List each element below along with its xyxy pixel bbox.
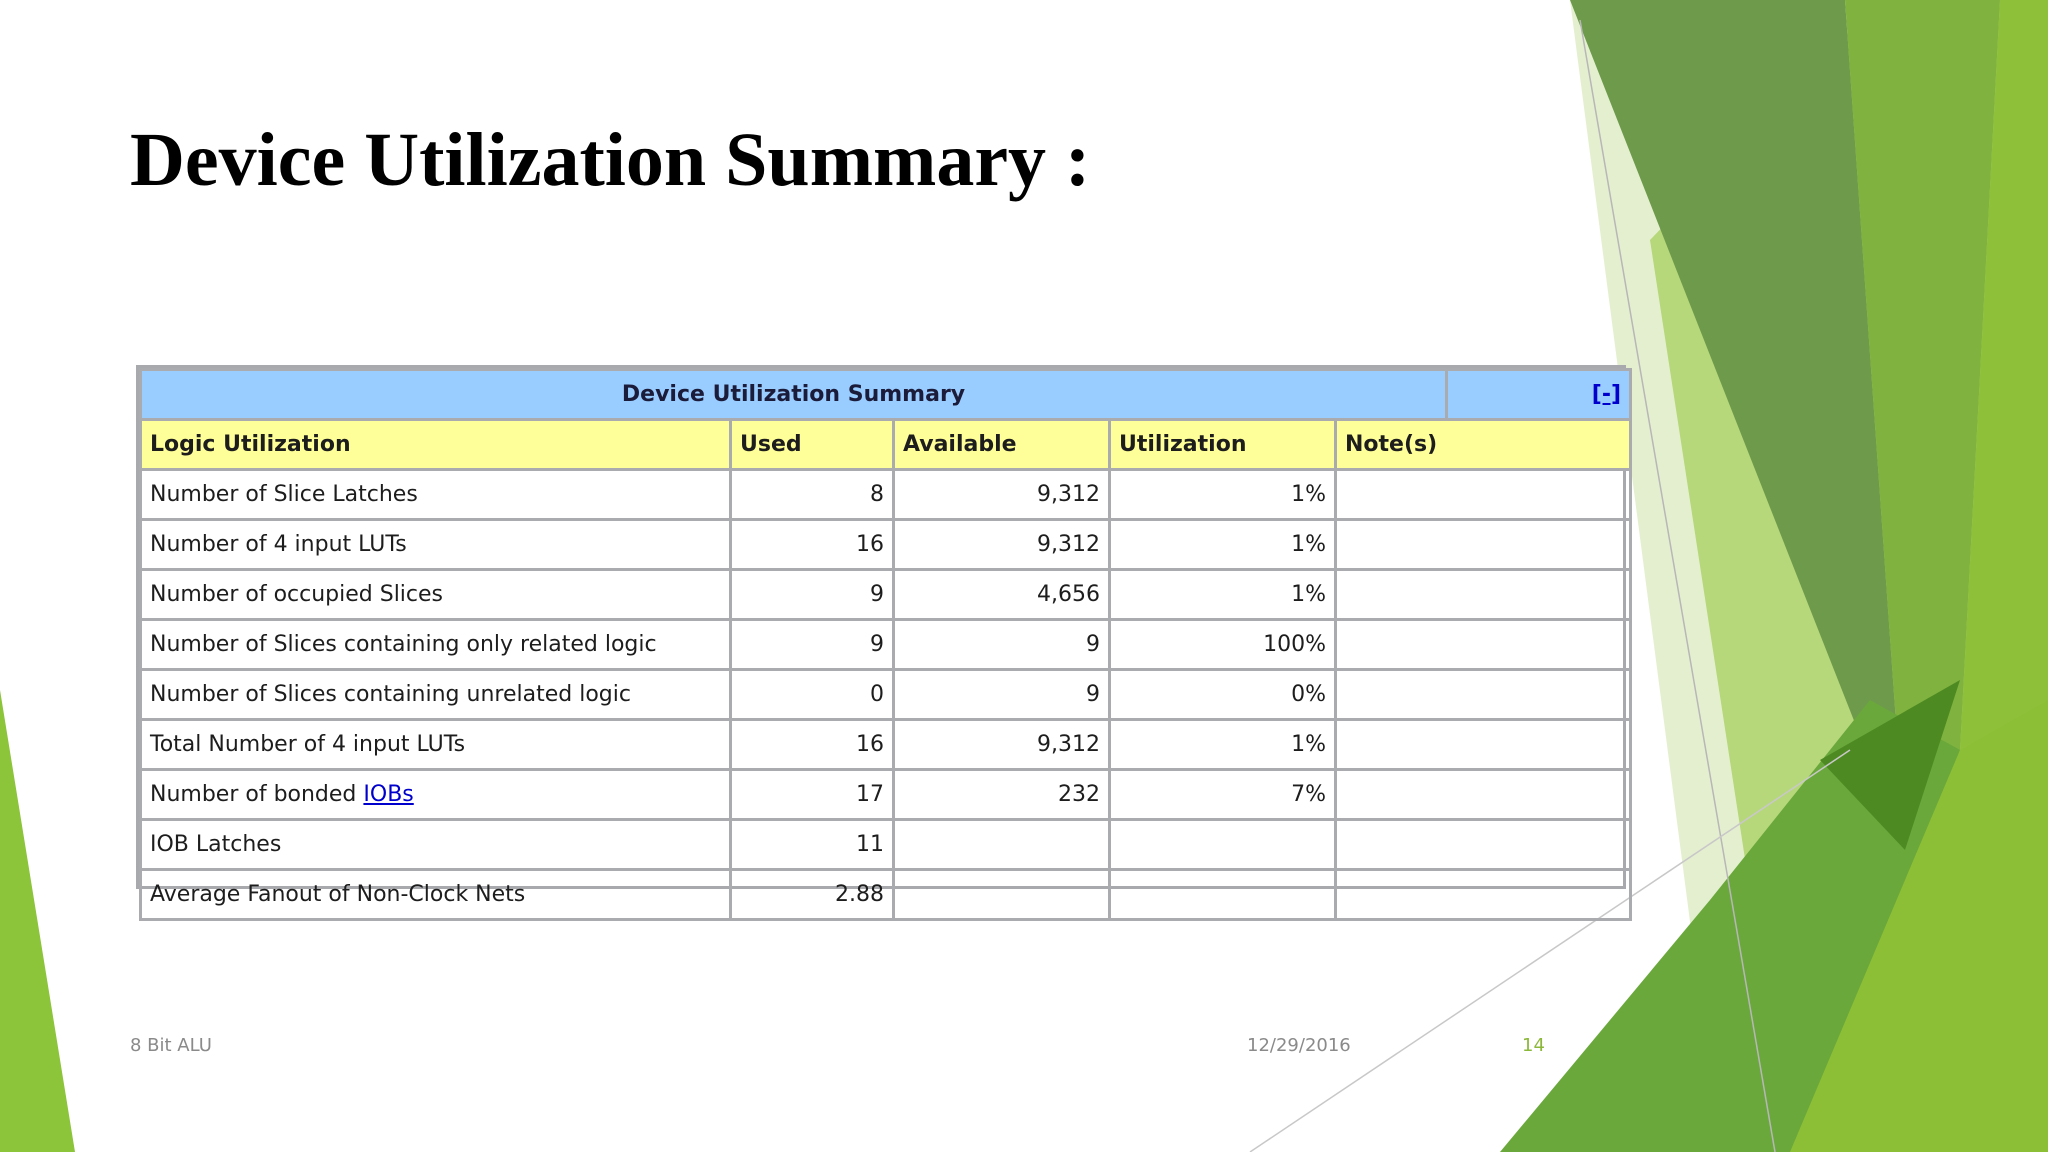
cell-notes [1333,768,1633,821]
cell-used: 2.88 [729,868,895,921]
footer-date: 12/29/2016 [1247,1035,1351,1056]
collapse-toggle-link[interactable]: [-] [1591,382,1622,407]
cell-utilization: 1% [1108,518,1337,571]
footer-label: 8 Bit ALU [130,1035,212,1056]
table-row: Number of bonded IOBs 17 232 7% [139,768,1633,821]
cell-utilization: 1% [1108,568,1337,621]
deco-shape-right-dark [1570,0,1905,850]
column-header-notes: Note(s) [1333,418,1633,471]
cell-used: 9 [729,618,895,671]
cell-used: 16 [729,718,895,771]
cell-utilization: 0% [1108,668,1337,721]
cell-notes [1333,818,1633,871]
deco-shape-left-green [0,690,75,1152]
cell-notes [1333,518,1633,571]
cell-notes [1333,868,1633,921]
table-row: Number of Slices containing unrelated lo… [139,668,1633,721]
cell-notes [1333,568,1633,621]
row-label-prefix: Number of bonded [150,782,364,807]
cell-utilization: 100% [1108,618,1337,671]
deco-shape-bottom-deep [1820,680,1960,850]
iobs-link[interactable]: IOBs [363,782,414,807]
cell-available [892,818,1111,871]
column-header-utilization: Utilization [1108,418,1337,471]
deco-line-2 [1249,749,1851,1152]
row-label: IOB Latches [139,818,732,871]
cell-available: 9,312 [892,518,1111,571]
cell-notes [1333,468,1633,521]
collapse-cell: [-] [1445,368,1633,421]
table-row: Number of Slices containing only related… [139,618,1633,671]
row-label: Number of Slices containing only related… [139,618,732,671]
table-row: IOB Latches 11 [139,818,1633,871]
deco-shape-bottom-right [1790,700,2048,1152]
cell-used: 11 [729,818,895,871]
table-row: Total Number of 4 input LUTs 16 9,312 1% [139,718,1633,771]
row-label: Number of Slice Latches [139,468,732,521]
cell-available [892,868,1111,921]
cell-used: 16 [729,518,895,571]
cell-used: 9 [729,568,895,621]
row-label: Number of Slices containing unrelated lo… [139,668,732,721]
cell-available: 9,312 [892,468,1111,521]
cell-notes [1333,668,1633,721]
device-utilization-table: Device Utilization Summary [-] Logic Uti… [138,368,1633,921]
cell-notes [1333,618,1633,671]
cell-utilization [1108,818,1337,871]
deco-line-1 [1579,19,1776,1152]
column-header-logic-utilization: Logic Utilization [139,418,732,471]
column-header-used: Used [729,418,895,471]
cell-available: 9 [892,618,1111,671]
table-row: Number of 4 input LUTs 16 9,312 1% [139,518,1633,571]
slide-number: 14 [1522,1035,1545,1056]
cell-available: 9 [892,668,1111,721]
table-row: Number of Slice Latches 8 9,312 1% [139,468,1633,521]
table-row: Number of occupied Slices 9 4,656 1% [139,568,1633,621]
row-label: Average Fanout of Non-Clock Nets [139,868,732,921]
table-caption-row: Device Utilization Summary [-] [138,368,1633,421]
cell-available: 9,312 [892,718,1111,771]
cell-used: 8 [729,468,895,521]
row-label: Number of occupied Slices [139,568,732,621]
cell-utilization: 1% [1108,718,1337,771]
row-label: Number of bonded IOBs [139,768,732,821]
row-label: Number of 4 input LUTs [139,518,732,571]
cell-used: 0 [729,668,895,721]
table-caption: Device Utilization Summary [138,368,1449,421]
cell-notes [1333,718,1633,771]
cell-utilization [1108,868,1337,921]
slide-title: Device Utilization Summary : [130,118,1091,202]
utilization-table-screenshot: Device Utilization Summary [-] Logic Uti… [136,365,1633,921]
cell-utilization: 7% [1108,768,1337,821]
row-label: Total Number of 4 input LUTs [139,718,732,771]
deco-shape-right-mid [1845,0,2000,850]
cell-available: 4,656 [892,568,1111,621]
cell-utilization: 1% [1108,468,1337,521]
cell-available: 232 [892,768,1111,821]
table-row: Average Fanout of Non-Clock Nets 2.88 [139,868,1633,921]
cell-used: 17 [729,768,895,821]
table-header-row: Logic Utilization Used Available Utiliza… [139,418,1633,471]
column-header-available: Available [892,418,1111,471]
